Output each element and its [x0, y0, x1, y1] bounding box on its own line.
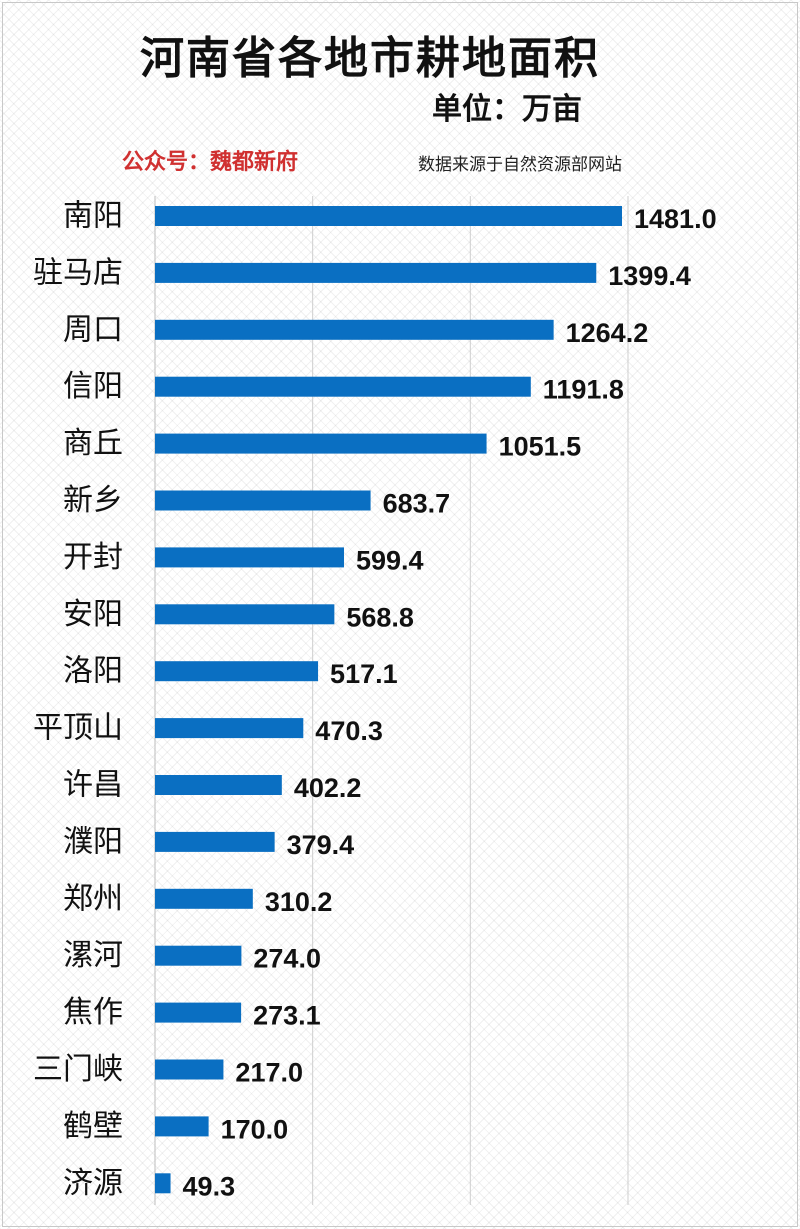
data-label: 470.3 [315, 716, 383, 746]
data-label: 1051.5 [499, 432, 582, 462]
bar [155, 319, 554, 340]
category-label: 鹤壁 [63, 1109, 123, 1144]
category-label: 周口 [63, 312, 123, 347]
bar [155, 888, 253, 909]
bar [155, 1002, 242, 1023]
bar [155, 490, 371, 511]
bar [155, 1059, 224, 1080]
category-label: 开封 [63, 540, 123, 575]
data-label: 1481.0 [634, 204, 717, 234]
bar [155, 831, 275, 852]
category-label: 安阳 [63, 597, 123, 632]
data-label: 683.7 [383, 489, 451, 519]
data-label: 402.2 [294, 773, 362, 803]
bar [155, 206, 622, 226]
data-source-note: 数据来源于自然资源部网站 [418, 155, 622, 175]
category-label: 漯河 [63, 938, 123, 973]
data-label: 170.0 [221, 1114, 289, 1144]
category-label: 焦作 [63, 995, 123, 1030]
data-label: 1399.4 [608, 261, 691, 291]
data-label: 599.4 [356, 545, 424, 575]
category-label: 平顶山 [33, 711, 123, 746]
category-label: 洛阳 [63, 654, 123, 689]
data-label: 273.1 [253, 1001, 321, 1031]
data-label: 310.2 [265, 887, 333, 917]
bar [155, 433, 487, 454]
category-label: 濮阳 [63, 824, 123, 859]
category-label: 济源 [63, 1166, 123, 1201]
bar [155, 775, 282, 795]
data-label: 379.4 [287, 830, 355, 860]
data-label: 1191.8 [543, 375, 624, 405]
bar [155, 1116, 209, 1137]
unit-label: 单位：万亩 [432, 92, 582, 127]
bar [155, 547, 345, 568]
category-label: 信阳 [63, 369, 123, 404]
bar [155, 604, 335, 625]
data-label: 517.1 [330, 659, 398, 689]
category-label: 驻马店 [33, 255, 123, 290]
wechat-account-label: 公众号：魏都新府 [122, 149, 299, 175]
data-label: 217.0 [235, 1058, 303, 1088]
bar [155, 718, 304, 739]
bar [155, 945, 242, 966]
bar [155, 1173, 171, 1194]
category-label: 商丘 [63, 426, 123, 461]
category-label: 郑州 [63, 881, 123, 916]
data-label: 1264.2 [566, 318, 649, 348]
category-label: 许昌 [63, 768, 123, 803]
bar [155, 262, 597, 283]
category-label: 三门峡 [33, 1052, 123, 1087]
category-label: 新乡 [63, 483, 123, 518]
data-label: 274.0 [253, 944, 321, 974]
data-label: 49.3 [183, 1171, 236, 1201]
data-label: 568.8 [346, 602, 414, 632]
bar [155, 376, 531, 397]
bar [155, 661, 319, 682]
page-title: 河南省各地市耕地面积 [140, 33, 600, 84]
category-label: 南阳 [63, 199, 123, 234]
